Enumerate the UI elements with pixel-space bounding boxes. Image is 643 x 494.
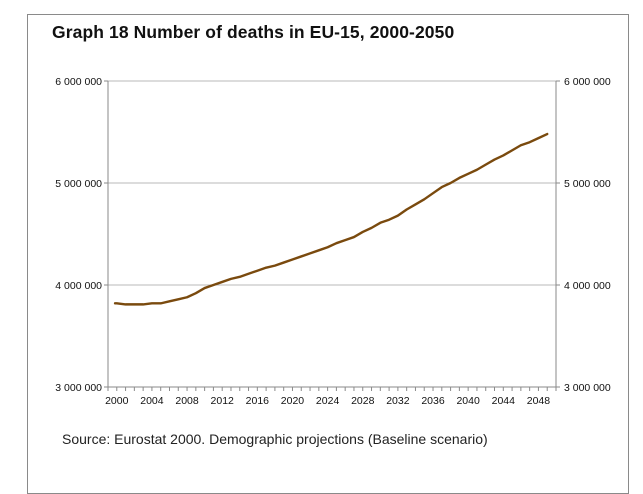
x-tick-label: 2012 <box>211 395 235 407</box>
y-tick-label-right: 6 000 000 <box>564 76 611 88</box>
series-group <box>113 132 549 306</box>
x-tick-label: 2004 <box>140 395 164 407</box>
x-tick-label: 2032 <box>386 395 410 407</box>
series-line-deaths <box>113 132 549 306</box>
x-tick-label: 2020 <box>281 395 305 407</box>
x-tick-label: 2008 <box>175 395 199 407</box>
source-note: Source: Eurostat 2000. Demographic proje… <box>62 431 488 447</box>
y-tick-label-right: 5 000 000 <box>564 178 611 190</box>
y-tick-label: 6 000 000 <box>55 76 102 88</box>
chart-title: Graph 18 Number of deaths in EU-15, 2000… <box>52 22 455 42</box>
x-tick-label: 2040 <box>456 395 480 407</box>
left-y-axis-ticks: 3 000 000 4 000 000 5 000 000 6 000 000 <box>55 76 108 394</box>
x-tick-label: 2044 <box>492 395 516 407</box>
x-tick-label: 2048 <box>527 395 551 407</box>
y-tick-label-right: 3 000 000 <box>564 382 611 394</box>
x-tick-label: 2000 <box>105 395 129 407</box>
x-tick-label: 2036 <box>421 395 445 407</box>
y-tick-label: 3 000 000 <box>55 382 102 394</box>
line-chart: 3 000 000 4 000 000 5 000 000 6 000 000 3 0… <box>55 76 611 407</box>
right-y-axis-ticks: 3 000 000 4 000 000 5 000 000 6 000 000 <box>556 76 611 394</box>
x-axis-ticks: 2000 2004 2008 2012 2016 2020 2024 2028 2032 2036… <box>105 387 557 407</box>
x-tick-label: 2016 <box>246 395 270 407</box>
gridlines <box>108 80 556 286</box>
x-tick-label: 2024 <box>316 395 340 407</box>
axes <box>107 81 557 388</box>
y-tick-label-right: 4 000 000 <box>564 280 611 292</box>
y-tick-label: 4 000 000 <box>55 280 102 292</box>
x-tick-label: 2028 <box>351 395 375 407</box>
y-tick-label: 5 000 000 <box>55 178 102 190</box>
